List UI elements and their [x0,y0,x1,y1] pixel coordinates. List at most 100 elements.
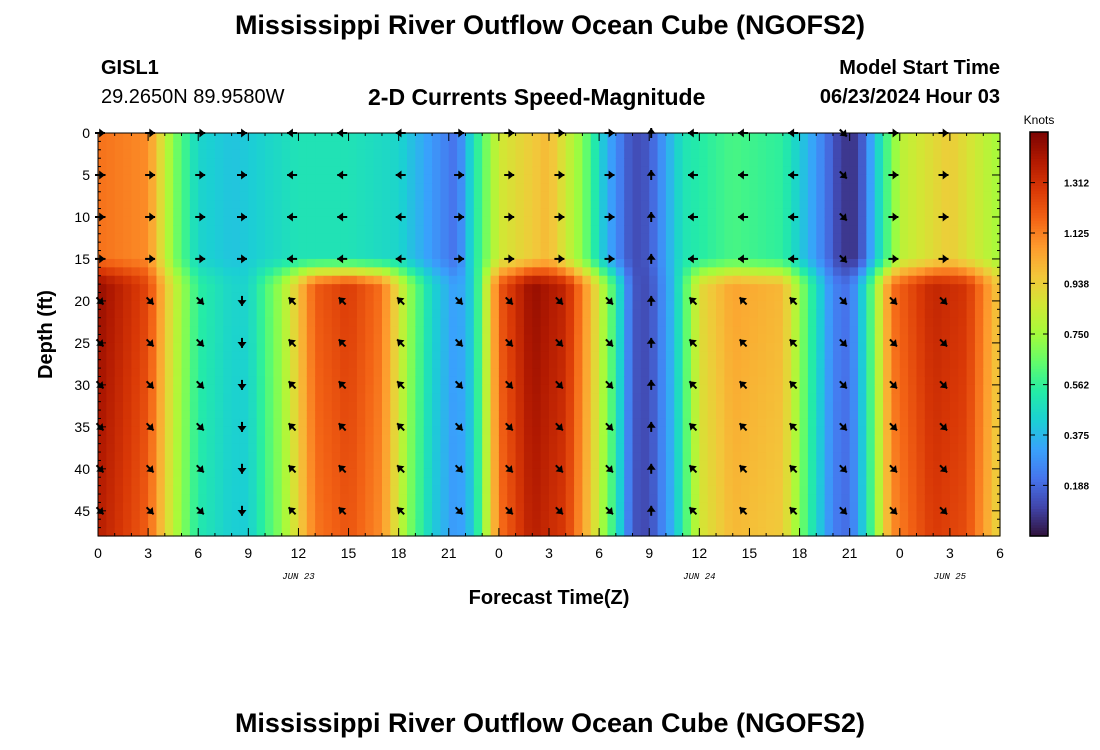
heatmap-cell [690,216,700,226]
heatmap-cell [916,258,926,268]
heatmap-cell [164,351,174,361]
heatmap-cell [874,141,884,151]
heatmap-cell [699,384,709,394]
heatmap-cell [590,317,600,327]
heatmap-cell [298,225,308,235]
heatmap-cell [465,258,475,268]
heatmap-cell [156,510,166,520]
heatmap-cell [106,183,116,193]
heatmap-cell [540,460,550,470]
heatmap-cell [624,510,634,520]
heatmap-cell [690,477,700,487]
heatmap-cell [724,468,734,478]
heatmap-cell [757,242,767,252]
heatmap-cell [323,292,333,302]
heatmap-cell [173,460,183,470]
heatmap-cell [457,342,467,352]
heatmap-cell [507,359,517,369]
heatmap-cell [933,300,943,310]
heatmap-cell [256,225,266,235]
heatmap-cell [933,401,943,411]
heatmap-cell [106,300,116,310]
heatmap-cell [615,452,625,462]
heatmap-cell [198,309,208,319]
heatmap-cell [498,460,508,470]
heatmap-cell [507,250,517,260]
heatmap-cell [682,376,692,386]
heatmap-cell [665,284,675,294]
heatmap-cell [749,216,759,226]
heatmap-cell [423,158,433,168]
heatmap-cell [749,267,759,277]
heatmap-cell [198,292,208,302]
heatmap-cell [398,174,408,184]
heatmap-cell [173,468,183,478]
heatmap-cell [189,418,199,428]
heatmap-cell [590,384,600,394]
heatmap-cell [114,267,124,277]
heatmap-cell [290,468,300,478]
heatmap-cell [523,326,533,336]
heatmap-cell [131,494,141,504]
heatmap-cell [590,376,600,386]
heatmap-cell [791,284,801,294]
heatmap-cell [173,233,183,243]
heatmap-cell [707,443,717,453]
heatmap-cell [741,158,751,168]
heatmap-cell [156,292,166,302]
heatmap-cell [741,183,751,193]
heatmap-cell [248,158,258,168]
heatmap-cell [398,141,408,151]
heatmap-cell [716,284,725,294]
heatmap-cell [123,258,133,268]
heatmap-cell [615,200,625,210]
heatmap-cell [682,510,692,520]
heatmap-cell [231,309,241,319]
heatmap-cell [690,284,700,294]
heatmap-cell [290,334,300,344]
heatmap-cell [649,158,659,168]
heatmap-cell [615,250,625,260]
heatmap-cell [448,284,458,294]
heatmap-cell [732,250,742,260]
heatmap-cell [423,527,433,537]
heatmap-cell [557,376,567,386]
heatmap-cell [507,174,517,184]
heatmap-cell [465,519,475,529]
heatmap-cell [908,401,918,411]
heatmap-cell [933,443,943,453]
heatmap-cell [832,300,842,310]
heatmap-cell [515,342,525,352]
heatmap-cell [707,410,717,420]
heatmap-cell [841,351,851,361]
heatmap-cell [574,401,584,411]
heatmap-cell [348,519,358,529]
chart-title: Mississippi River Outflow Ocean Cube (NG… [234,10,866,40]
heatmap-cell [849,502,859,512]
heatmap-cell [908,191,918,201]
heatmap-cell [732,351,742,361]
heatmap-cell [891,351,901,361]
heatmap-cell [540,443,550,453]
heatmap-cell [791,309,801,319]
heatmap-cell [281,460,291,470]
heatmap-cell [674,519,684,529]
heatmap-cell [181,468,191,478]
heatmap-cell [398,183,408,193]
heatmap-cell [440,452,450,462]
heatmap-cell [816,401,826,411]
heatmap-cell [933,368,943,378]
heatmap-cell [106,242,116,252]
heatmap-cell [273,166,283,176]
heatmap-cell [841,418,851,428]
heatmap-cell [415,426,425,436]
heatmap-cell [223,326,233,336]
heatmap-cell [173,376,183,386]
chart-subtitle: 2-D Currents Speed-Magnitude [368,84,706,110]
heatmap-cell [665,258,675,268]
heatmap-cell [732,166,742,176]
heatmap-cell [239,326,249,336]
heatmap-cell [465,452,475,462]
heatmap-cell [306,376,316,386]
heatmap-cell [899,309,909,319]
